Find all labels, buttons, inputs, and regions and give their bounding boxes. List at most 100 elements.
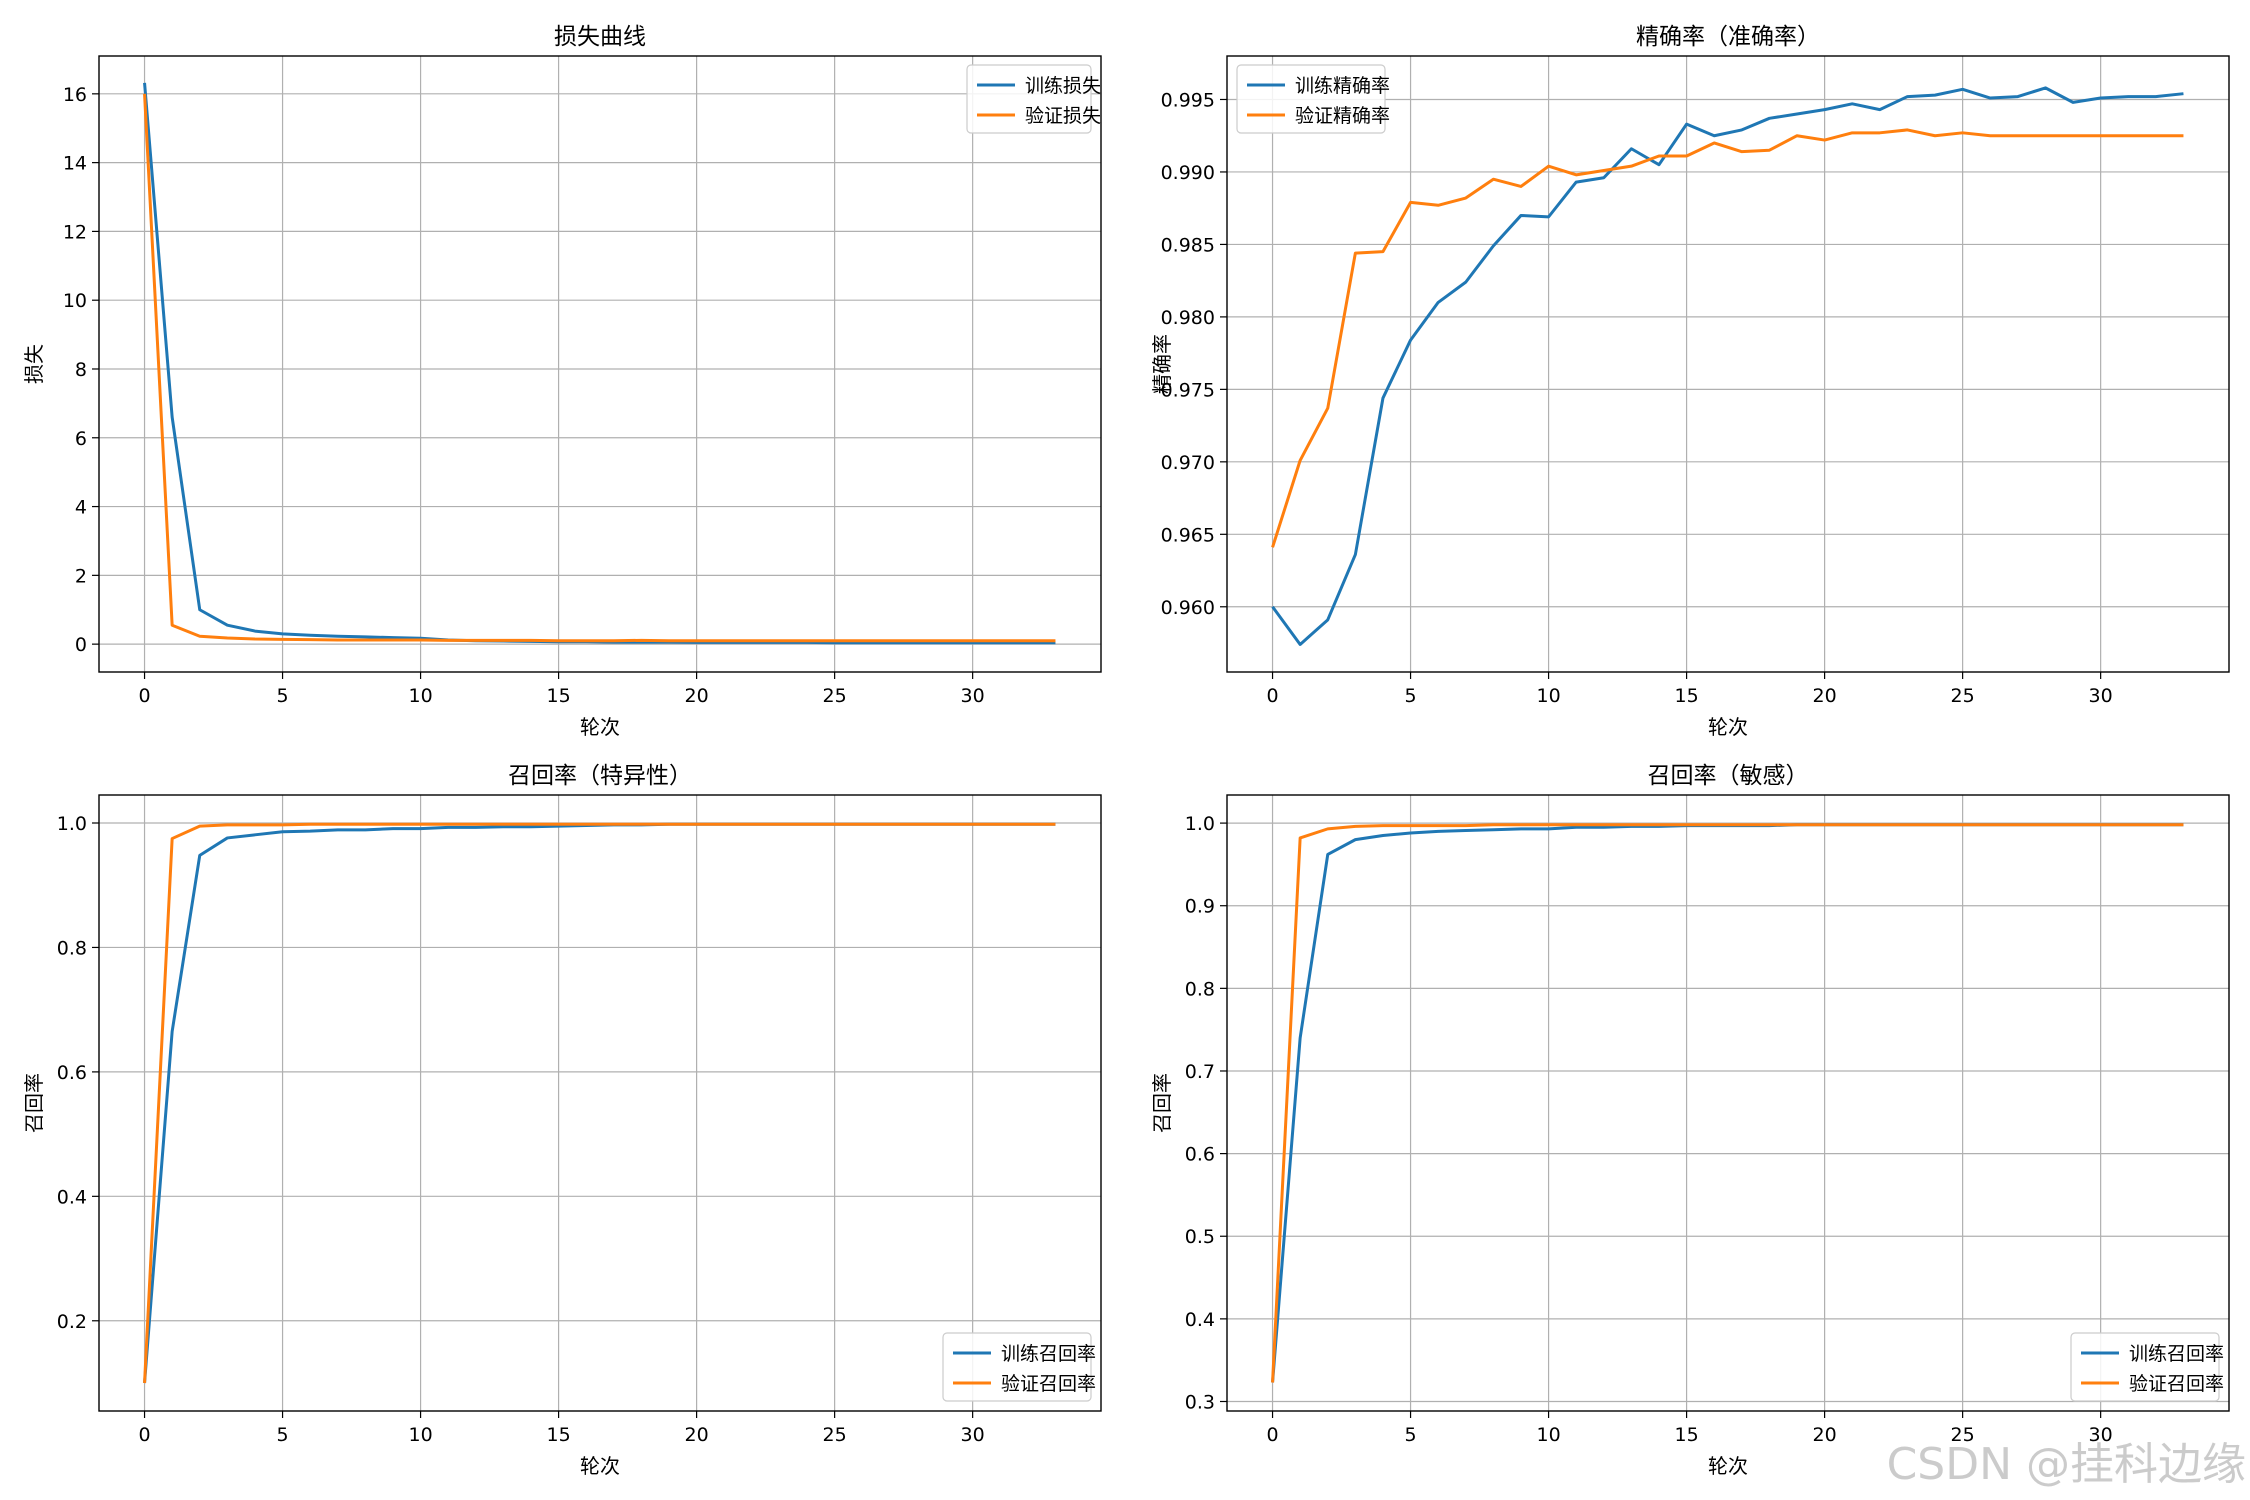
y-tick-label: 0.4 [1185,1309,1215,1331]
series-line-val [1271,128,2184,548]
y-tick-label: 0 [75,634,87,656]
x-axis-label: 轮次 [580,715,620,739]
x-tick-label: 15 [547,1424,571,1446]
chart-title: 精确率（准确率） [1636,24,1820,50]
y-tick-label: 0.985 [1161,234,1215,256]
watermark: CSDN @挂科边缘 [1886,1439,2246,1490]
x-tick-label: 10 [1536,1424,1560,1446]
x-tick-label: 20 [1813,685,1837,707]
x-tick-label: 30 [2089,1424,2113,1446]
x-tick-label: 15 [547,685,571,707]
y-tick-label: 0.2 [57,1311,87,1333]
y-tick-label: 0.995 [1161,89,1215,111]
y-axis-label: 精确率 [1150,334,1174,394]
y-tick-label: 0.8 [57,937,87,959]
series-line-train [143,822,1056,1384]
axes-frame [1226,794,2230,1412]
axes-frame [98,794,1102,1412]
series-line-train [143,82,1056,645]
x-axis-label: 轮次 [1708,1454,1748,1478]
axes-frame [1226,55,2230,673]
y-tick-label: 0.6 [57,1062,87,1084]
x-tick-label: 20 [1813,1424,1837,1446]
x-tick-label: 25 [1951,1424,1975,1446]
y-tick-label: 2 [75,565,87,587]
x-tick-label: 5 [1405,1424,1417,1446]
y-tick-label: 8 [75,359,87,381]
y-tick-label: 0.8 [1185,978,1215,1000]
x-tick-label: 15 [1675,1424,1699,1446]
legend-label: 验证损失 [1025,105,1101,127]
y-axis-label: 损失 [22,344,46,384]
chart-title: 召回率（敏感） [1648,763,1809,789]
axes-frame [98,55,1102,673]
x-tick-label: 25 [1951,685,1975,707]
x-tick-label: 5 [1405,685,1417,707]
y-tick-label: 1.0 [57,813,87,835]
legend-label: 训练精确率 [1295,75,1390,97]
chart-3: 0 5 10 15 20 25 30 0.2 0.4 0.6 0.8 1.0 召回率（特异性） 轮次 召回率… [22,763,1102,1478]
y-axis-label: 召回率 [22,1073,46,1133]
series-line-val [143,93,1056,643]
y-tick-label: 10 [63,290,87,312]
y-tick-label: 0.5 [1185,1226,1215,1248]
chart-title: 损失曲线 [554,24,646,50]
y-tick-label: 0.990 [1161,162,1215,184]
y-tick-label: 0.980 [1161,307,1215,329]
chart-2: 0 5 10 15 20 25 30 0.960 0.965 0.970 0.975 0.980 0.9… [1150,24,2230,739]
series-line-train [1271,823,2184,1383]
x-tick-label: 0 [138,1424,150,1446]
x-tick-label: 20 [685,685,709,707]
y-tick-label: 0.975 [1161,379,1215,401]
legend-label: 训练损失 [1025,75,1101,97]
y-tick-label: 0.965 [1161,524,1215,546]
x-tick-label: 5 [277,685,289,707]
x-tick-label: 20 [685,1424,709,1446]
y-axis-label: 召回率 [1150,1073,1174,1133]
y-tick-label: 0.3 [1185,1391,1215,1413]
series-line-val [143,822,1056,1384]
x-tick-label: 15 [1675,685,1699,707]
x-tick-label: 0 [1266,1424,1278,1446]
legend-label: 验证召回率 [1001,1373,1096,1395]
legend-label: 验证精确率 [1295,105,1390,127]
x-tick-label: 5 [277,1424,289,1446]
y-tick-label: 6 [75,428,87,450]
legend-label: 验证召回率 [2129,1373,2224,1395]
x-axis-label: 轮次 [580,1454,620,1478]
x-tick-label: 25 [823,685,847,707]
series-line-train [1271,86,2184,646]
x-tick-label: 10 [408,685,432,707]
x-tick-label: 25 [823,1424,847,1446]
x-axis-label: 轮次 [1708,715,1748,739]
y-tick-label: 0.7 [1185,1061,1215,1083]
series-line-val [1271,823,2184,1383]
chart-title: 召回率（特异性） [508,763,692,789]
x-tick-label: 30 [961,1424,985,1446]
y-tick-label: 0.6 [1185,1144,1215,1166]
y-tick-label: 0.4 [57,1186,87,1208]
x-tick-label: 10 [408,1424,432,1446]
y-tick-label: 4 [75,497,87,519]
x-tick-label: 0 [138,685,150,707]
x-tick-label: 30 [2089,685,2113,707]
legend-label: 训练召回率 [2129,1343,2224,1365]
y-tick-label: 0.970 [1161,452,1215,474]
y-tick-label: 0.9 [1185,896,1215,918]
y-tick-label: 16 [63,84,87,106]
x-tick-label: 10 [1536,685,1560,707]
legend-label: 训练召回率 [1001,1343,1096,1365]
y-tick-label: 1.0 [1185,813,1215,835]
x-tick-label: 0 [1266,685,1278,707]
y-tick-label: 14 [63,153,87,175]
chart-4: 0 5 10 15 20 25 30 0.3 0.4 0.5 0.6 0.7 0.8 0.9 1.0 召回率（… [1150,763,2230,1478]
y-tick-label: 0.960 [1161,597,1215,619]
x-tick-label: 30 [961,685,985,707]
y-tick-label: 12 [63,221,87,243]
